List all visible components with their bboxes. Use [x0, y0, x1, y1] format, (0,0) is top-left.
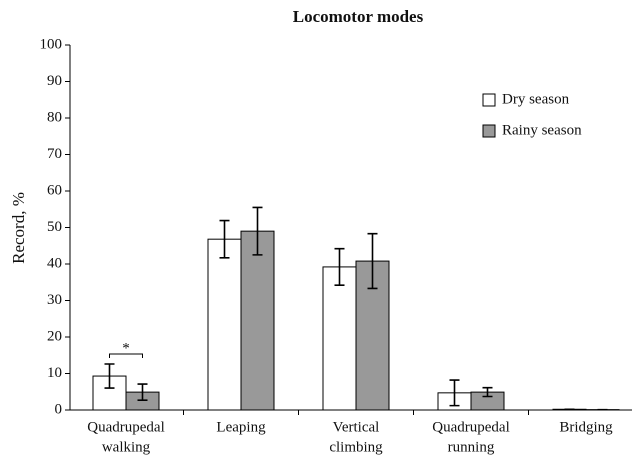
y-tick-label: 60 [47, 182, 62, 198]
chart-title: Locomotor modes [293, 7, 424, 26]
error-bar [367, 232, 378, 290]
legend-swatch [482, 124, 496, 138]
y-tick-label: 80 [47, 109, 62, 125]
y-tick-label: 40 [47, 255, 62, 271]
error-bar [482, 386, 493, 398]
y-tick-label: 50 [47, 219, 62, 235]
x-tick-label: walking [102, 439, 151, 455]
y-tick-label: 100 [40, 36, 63, 52]
legend-swatch [482, 93, 496, 107]
y-tick-label: 30 [47, 292, 62, 308]
significance-bracket [109, 353, 143, 359]
y-tick-label: 90 [47, 73, 62, 89]
error-bar [137, 383, 148, 401]
x-tick-label: Leaping [216, 419, 266, 435]
y-tick-label: 0 [55, 401, 63, 417]
error-bar [449, 379, 460, 407]
error-bar [219, 219, 230, 259]
x-tick-label: Quadrupedal [432, 419, 509, 435]
y-axis-label: Record, % [9, 192, 28, 264]
x-tick-label: Bridging [559, 419, 613, 435]
error-bar [334, 247, 345, 286]
x-tick-label: Quadrupedal [87, 419, 164, 435]
annotation: * [122, 340, 130, 356]
y-tick-label: 20 [47, 328, 62, 344]
bar [207, 238, 242, 411]
bar [322, 266, 357, 411]
x-tick-label: Vertical [333, 419, 380, 435]
x-tick-label: climbing [329, 439, 383, 455]
y-tick-label: 70 [47, 146, 62, 162]
x-tick-label: running [448, 439, 495, 455]
legend-label: Dry season [502, 91, 570, 107]
error-bar [104, 363, 115, 389]
bar [240, 230, 275, 411]
error-bar [252, 206, 263, 256]
y-tick-label: 10 [47, 365, 62, 381]
legend-label: Rainy season [502, 122, 582, 138]
